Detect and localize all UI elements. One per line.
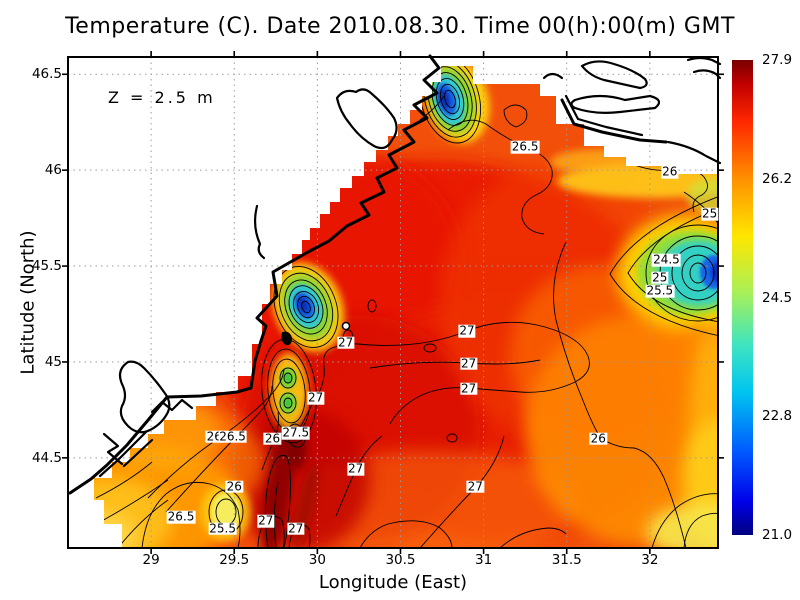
x-tick-label: 31: [475, 552, 493, 568]
contour-label: 27: [346, 462, 365, 477]
contour-label: 27: [459, 356, 478, 371]
contour-label: 26.5: [510, 139, 540, 154]
contour-label: 27: [459, 381, 478, 396]
contour-label: 27.5: [281, 425, 311, 440]
colorbar: [732, 60, 753, 535]
contour-label: 24.5: [652, 253, 681, 267]
station-marker: [341, 321, 351, 331]
contour-label: 27: [466, 479, 484, 494]
coastline: [68, 54, 722, 495]
x-tick-label: 30.5: [385, 552, 416, 568]
contour-label: 26.5: [218, 429, 247, 444]
contour-label: 25.5: [208, 521, 237, 536]
x-tick-label: 31.5: [551, 552, 582, 568]
contour-label: 27: [287, 521, 305, 536]
contour-label: 25: [651, 270, 669, 285]
contour-label: 25: [701, 206, 719, 221]
small-island: [281, 331, 292, 346]
x-tick-label: 30: [308, 552, 326, 568]
contour-label: 26: [225, 479, 243, 494]
y-tick-label: 45: [44, 353, 62, 370]
contour-label: 27: [307, 391, 325, 406]
plot-frame: [67, 56, 719, 549]
colorbar-tick-label: 27.9: [762, 52, 793, 68]
colorbar-tick-label: 22.8: [762, 408, 793, 425]
y-tick-label: 46: [44, 162, 62, 179]
y-tick-label: 44.5: [31, 449, 62, 466]
x-tick-label: 29.5: [219, 552, 250, 568]
lagoon-outline: [335, 88, 398, 150]
contour-label: 27: [336, 335, 355, 350]
x-tick-label: 32: [641, 552, 659, 568]
y-tick-label: 45.5: [31, 258, 62, 275]
contour-label: 25.5: [645, 283, 675, 298]
x-tick-label: 29: [142, 552, 160, 568]
colorbar-tick-label: 26.2: [762, 170, 793, 187]
colorbar-tick-label: 21.0: [762, 527, 793, 543]
colorbar-tick-label: 24.5: [762, 289, 793, 306]
depth-annotation: Z = 2.5 m: [108, 88, 216, 107]
contour-label: 26: [589, 431, 607, 446]
page-title: Temperature (C). Date 2010.08.30. Time 0…: [65, 14, 735, 39]
contour-label: 27: [458, 323, 476, 338]
contour-label: 26: [661, 164, 679, 179]
contour-label: 27: [257, 513, 275, 528]
tick-marks: [62, 51, 724, 554]
x-axis-label: Longitude (East): [318, 572, 468, 593]
y-tick-label: 46.5: [31, 66, 62, 83]
contour-label: 26.5: [166, 510, 196, 525]
sandbar: [253, 204, 266, 260]
contour-label: 26: [263, 431, 282, 446]
